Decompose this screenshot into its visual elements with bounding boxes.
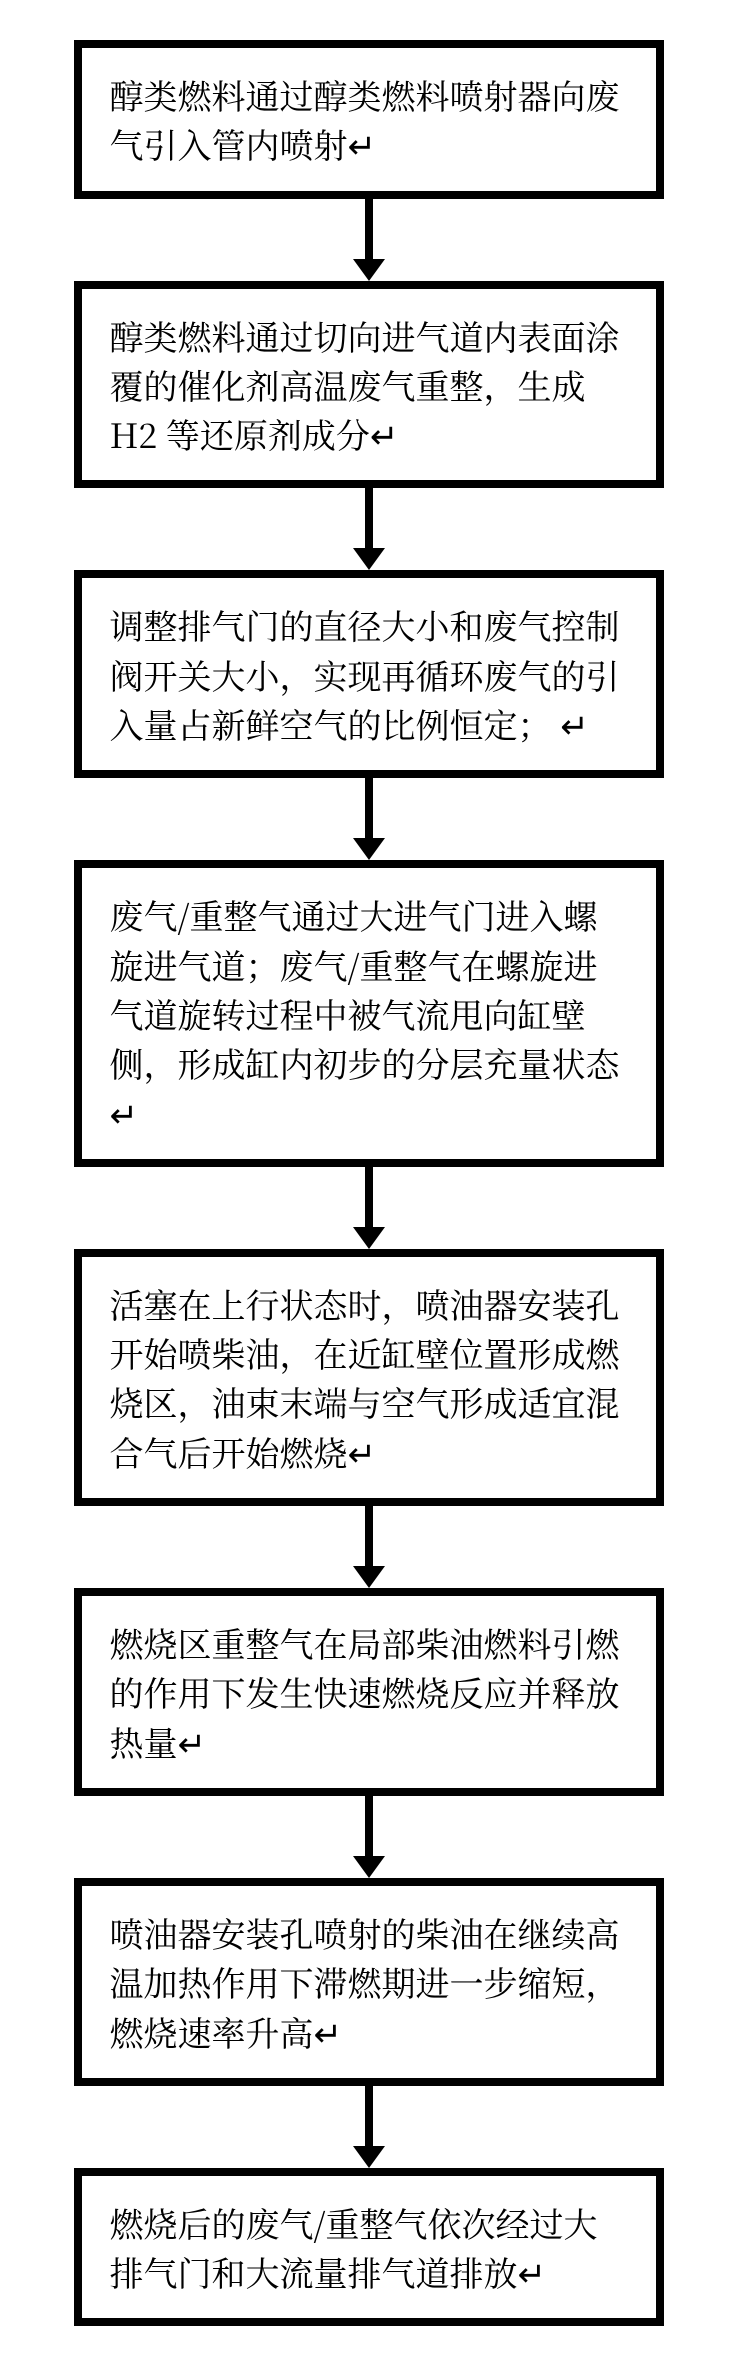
return-glyph: ↵ [314,2007,343,2056]
return-glyph: ↵ [348,119,377,168]
flow-arrow [353,1796,385,1878]
flow-arrow [353,1167,385,1249]
return-glyph: ↵ [348,1427,377,1476]
node-text: 废气/重整气通过大进气门进入螺旋进气道；废气/重整气在螺旋进气道旋转过程中被气流… [110,890,620,1087]
flow-node: 燃烧后的废气/重整气依次经过大排气门和大流量排气道排放↵ [74,2168,664,2327]
node-text: 调整排气门的直径大小和废气控制阀开关大小，实现再循环废气的引入量占新鲜空气的比例… [110,600,620,748]
flow-node: 燃烧区重整气在局部柴油燃料引燃的作用下发生快速燃烧反应并释放热量↵ [74,1588,664,1796]
flow-node: 喷油器安装孔喷射的柴油在继续高温加热作用下滞燃期进一步缩短，燃烧速率升高↵ [74,1878,664,2086]
flow-arrow [353,2086,385,2168]
flow-node: 废气/重整气通过大进气门进入螺旋进气道；废气/重整气在螺旋进气道旋转过程中被气流… [74,860,664,1166]
flow-arrow [353,199,385,281]
return-glyph: ↵ [178,1717,207,1766]
flow-arrow [353,488,385,570]
flow-node: 活塞在上行状态时，喷油器安装孔开始喷柴油，在近缸壁位置形成燃烧区，油束末端与空气… [74,1249,664,1506]
return-glyph: ↵ [560,699,589,748]
flow-arrow [353,1506,385,1588]
return-glyph: ↵ [518,2247,547,2296]
node-text: 喷油器安装孔喷射的柴油在继续高温加热作用下滞燃期进一步缩短，燃烧速率升高 [110,1908,620,2056]
return-glyph: ↵ [110,1088,139,1137]
node-text: 醇类燃料通过切向进气道内表面涂覆的催化剂高温废气重整，生成H2 等还原剂成分 [110,311,620,459]
flow-node: 醇类燃料通过醇类燃料喷射器向废气引入管内喷射↵ [74,40,664,199]
flow-arrow [353,778,385,860]
flowchart-container: 醇类燃料通过醇类燃料喷射器向废气引入管内喷射↵ 醇类燃料通过切向进气道内表面涂覆… [0,0,737,2366]
flow-node: 醇类燃料通过切向进气道内表面涂覆的催化剂高温废气重整，生成H2 等还原剂成分↵ [74,281,664,489]
flow-node: 调整排气门的直径大小和废气控制阀开关大小，实现再循环废气的引入量占新鲜空气的比例… [74,570,664,778]
return-glyph: ↵ [370,409,399,458]
